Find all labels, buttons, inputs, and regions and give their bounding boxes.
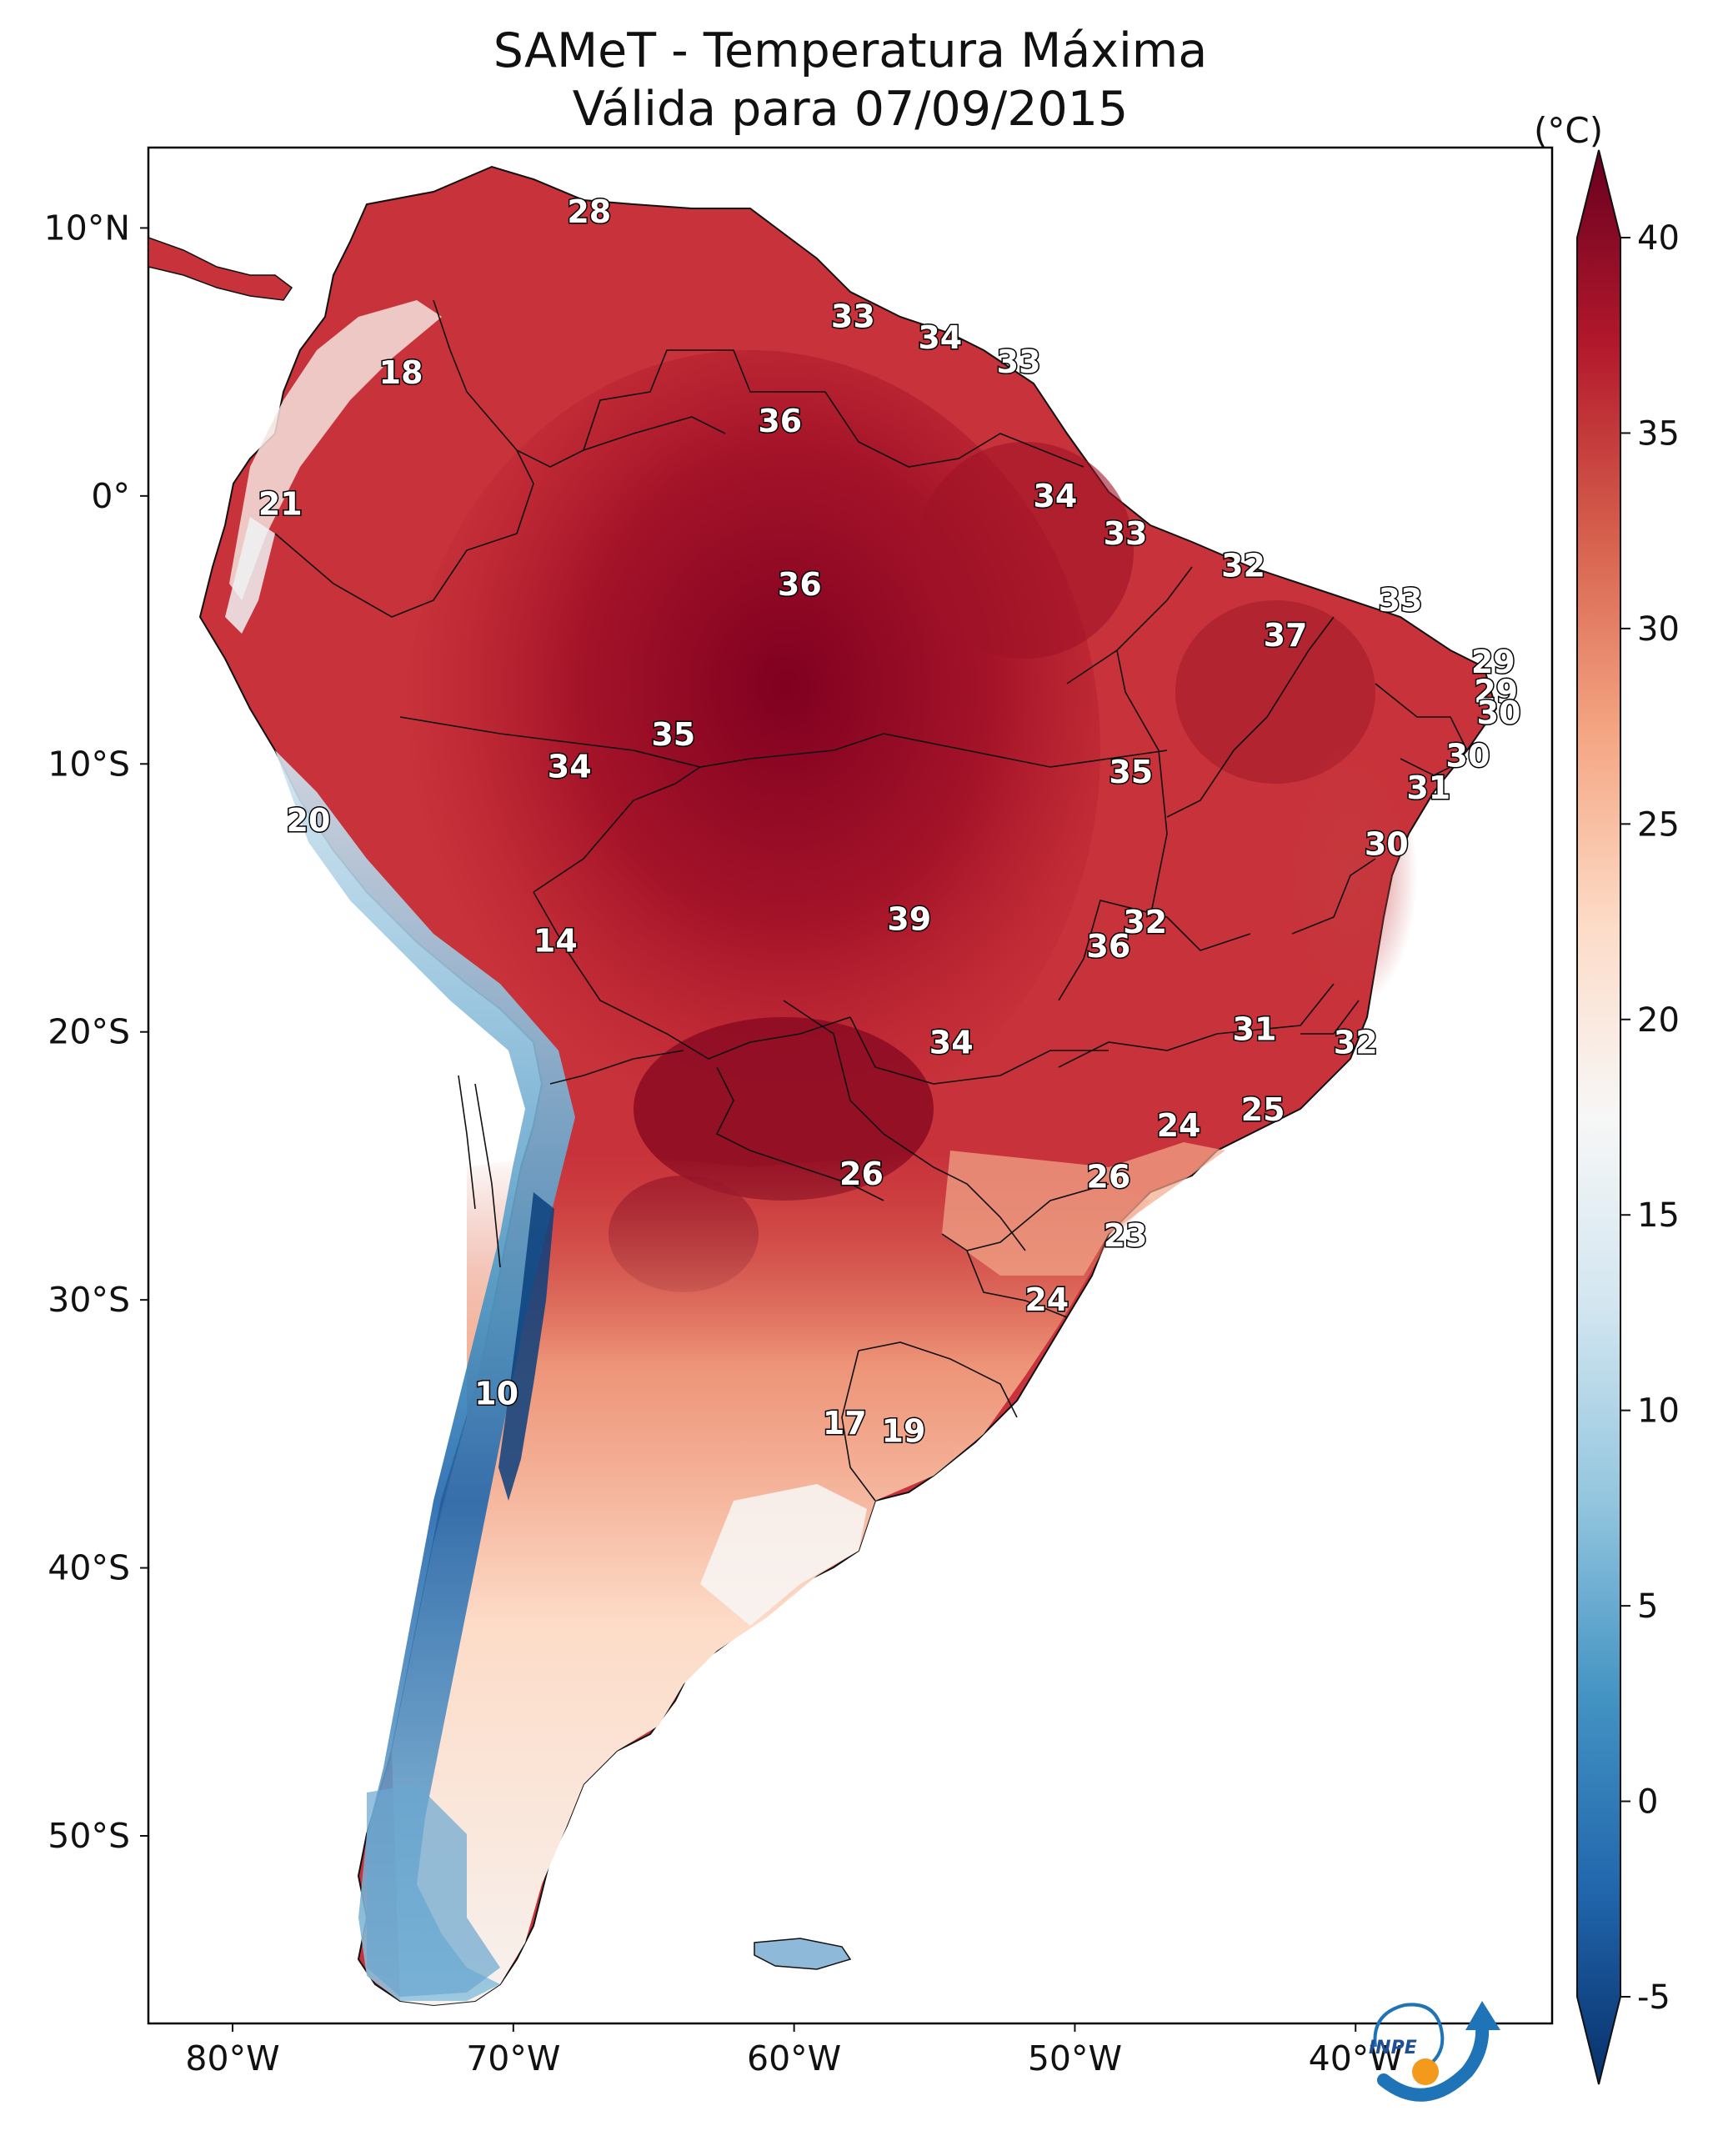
temperature-label: 26	[839, 1156, 884, 1192]
temperature-label: 32	[1123, 904, 1167, 940]
temperature-label: 34	[929, 1025, 974, 1061]
temperature-label: 33	[831, 298, 875, 335]
colorbar-unit-label: (°C)	[1534, 110, 1604, 151]
temperature-label: 10	[474, 1376, 518, 1412]
colorbar-tick-label: 5	[1637, 1587, 1658, 1626]
colorbar-tick-label: 15	[1637, 1196, 1680, 1235]
ecuador-cool	[225, 517, 275, 634]
temperature-label: 37	[1264, 617, 1308, 654]
temperature-label: 20	[287, 802, 331, 839]
colorbar-ticks: 40 35 30 25 20 15 10 5 0 -5	[1620, 219, 1680, 2017]
lon-tick-label: 60°W	[747, 2038, 841, 2078]
temperature-label: 14	[533, 922, 578, 959]
temperature-label: 30	[1365, 826, 1409, 863]
heat-core-east	[1175, 600, 1375, 784]
lon-tick-label: 40°W	[1309, 2038, 1403, 2078]
temperature-label: 31	[1406, 770, 1450, 806]
temperature-label: 32	[1221, 547, 1265, 584]
chart-title-line2: Válida para 07/09/2015	[572, 82, 1129, 137]
logo-sun	[1412, 2058, 1439, 2085]
temperature-label: 36	[758, 403, 802, 439]
temperature-label: 28	[567, 193, 611, 230]
andes-cold-band	[275, 750, 575, 2001]
patagonia-cold	[367, 1784, 500, 1997]
lat-tick-label: 30°S	[48, 1280, 130, 1320]
colorbar-tick-label: 10	[1637, 1392, 1680, 1431]
colorbar-tick-label: 30	[1637, 610, 1680, 649]
logo-arrow-head	[1465, 2001, 1500, 2030]
temperature-label: 33	[1104, 515, 1148, 552]
inpe-logo: INPE	[1369, 2001, 1500, 2102]
colorbar-tick-label: 35	[1637, 414, 1680, 453]
lat-tick-label: 20°S	[48, 1012, 130, 1052]
temperature-label: 30	[1446, 738, 1490, 775]
temperature-label: 24	[1024, 1281, 1069, 1318]
temperature-label: 36	[1086, 928, 1130, 965]
temperature-label: 17	[823, 1405, 867, 1442]
colorbar-body	[1576, 149, 1621, 2085]
colorbar-tick-label: 20	[1637, 1001, 1680, 1040]
country-borders	[274, 299, 1468, 1502]
temperature-label: 24	[1157, 1107, 1201, 1144]
temperature-label: 34	[918, 319, 962, 356]
lat-tick-label: 10°N	[44, 208, 130, 248]
lat-ticks: 10°N 0° 10°S 20°S 30°S 40°S 50°S	[44, 208, 148, 1856]
temperature-label: 34	[548, 749, 592, 785]
temperature-label: 26	[1086, 1158, 1130, 1195]
temperature-label: 18	[379, 354, 423, 391]
logo-orbit	[1373, 2003, 1445, 2069]
temperature-label: 23	[1104, 1217, 1148, 1254]
lat-tick-label: 40°S	[48, 1548, 130, 1588]
chart-title-line1: SAMeT - Temperatura Máxima	[493, 23, 1208, 78]
temperature-label: 34	[1033, 478, 1077, 514]
logo-arrow-arc	[1377, 2019, 1490, 2102]
colorbar-tick-label: -5	[1637, 1978, 1670, 2017]
lon-tick-label: 80°W	[185, 2038, 279, 2078]
temperature-label: 31	[1233, 1011, 1277, 1048]
temperature-label: 33	[1379, 582, 1423, 619]
colorbar-tick-label: 0	[1637, 1783, 1658, 1822]
temperature-label: 36	[778, 566, 822, 603]
temperature-label: 30	[1477, 694, 1521, 731]
lon-ticks: 80°W 70°W 60°W 50°W 40°W	[185, 2023, 1403, 2078]
temperature-label: 19	[882, 1413, 926, 1450]
temperature-label: 35	[651, 716, 695, 753]
lat-tick-label: 0°	[91, 476, 130, 516]
temperature-label: 39	[887, 901, 931, 938]
temperature-label: 25	[1241, 1091, 1285, 1128]
southeast-warm-band	[942, 1142, 1225, 1276]
temperature-label: 32	[1334, 1025, 1378, 1061]
heat-core-chaco	[634, 1017, 934, 1201]
heat-core-north	[917, 442, 1134, 659]
andes-deep-cold	[498, 1192, 554, 1501]
lon-tick-label: 70°W	[466, 2038, 560, 2078]
logo-text: INPE	[1369, 2038, 1417, 2058]
colorbar: 40 35 30 25 20 15 10 5 0 -5	[1576, 149, 1680, 2085]
falkland-islands	[754, 1938, 852, 1970]
temperature-label: 29	[1471, 644, 1515, 680]
lat-tick-label: 50°S	[48, 1816, 130, 1856]
temperature-label: 33	[997, 343, 1041, 380]
temperature-label: 29	[1474, 674, 1518, 710]
temperature-label: 21	[258, 486, 303, 523]
colorbar-tick-label: 25	[1637, 805, 1680, 844]
temperature-label: 35	[1109, 754, 1153, 790]
lon-tick-label: 50°W	[1028, 2038, 1122, 2078]
lat-tick-label: 10°S	[48, 744, 130, 784]
colorbar-tick-label: 40	[1637, 219, 1680, 258]
pampas-cool	[700, 1484, 867, 1626]
central-america-strip	[148, 237, 293, 301]
